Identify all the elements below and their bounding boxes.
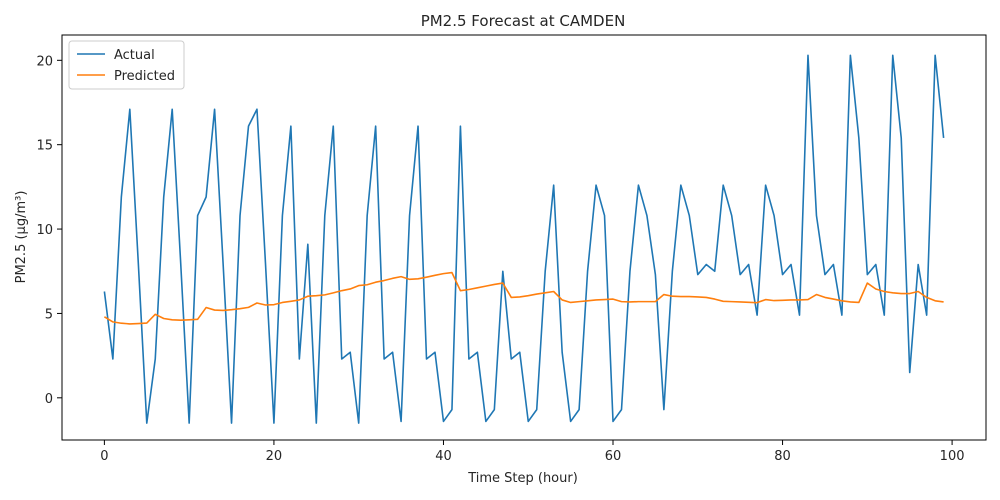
- y-tick-label: 10: [36, 223, 53, 238]
- x-tick-label: 40: [435, 449, 452, 464]
- series-layer: [103, 54, 945, 424]
- plot-frame: [61, 34, 987, 441]
- x-axis-label: Time Step (hour): [467, 471, 578, 486]
- legend-label-actual: Actual: [114, 48, 155, 63]
- y-axis: 0 5 10 15 20: [36, 54, 62, 407]
- x-tick-label: 100: [940, 449, 965, 464]
- plot-area: [61, 34, 987, 441]
- y-tick-label: 20: [36, 54, 53, 69]
- y-tick-label: 15: [36, 139, 53, 154]
- series-line-predicted: [103, 271, 944, 325]
- x-tick-label: 80: [774, 449, 791, 464]
- legend-box: [68, 40, 185, 90]
- x-tick-label: 0: [100, 449, 108, 464]
- x-axis: 0 20 40 60 80 100: [100, 440, 965, 464]
- x-tick-label: 60: [605, 449, 622, 464]
- chart-title: PM2.5 Forecast at CAMDEN: [421, 12, 626, 30]
- x-tick-label: 20: [266, 449, 283, 464]
- y-tick-label: 5: [45, 307, 53, 322]
- y-axis-label: PM2.5 (µg/m³): [14, 191, 29, 284]
- series-line-actual: [103, 54, 945, 424]
- legend: Actual Predicted: [68, 40, 185, 90]
- legend-label-predicted: Predicted: [114, 69, 175, 84]
- y-tick-label: 0: [45, 392, 53, 407]
